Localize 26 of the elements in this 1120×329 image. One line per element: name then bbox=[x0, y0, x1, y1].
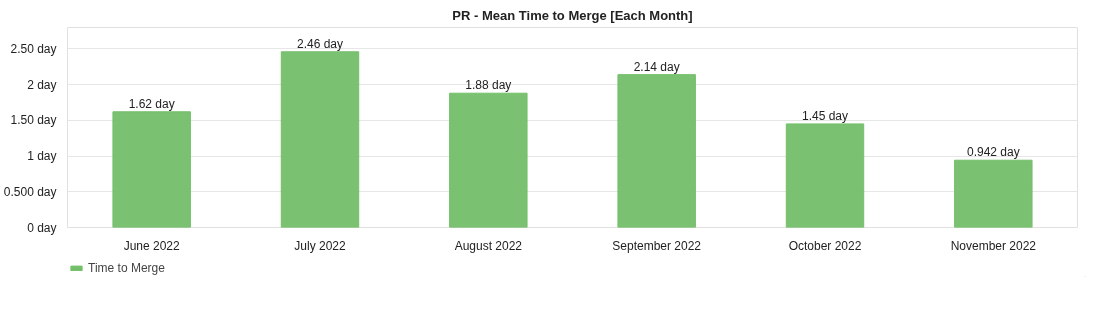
y-tick-label: 2.50 day bbox=[10, 41, 57, 56]
data-label: 1.88 day bbox=[465, 78, 512, 93]
x-tick-label: August 2022 bbox=[454, 238, 523, 253]
x-tick-label: July 2022 bbox=[294, 238, 347, 253]
bar bbox=[785, 123, 865, 228]
x-tick-label: June 2022 bbox=[123, 238, 181, 253]
bar bbox=[954, 159, 1033, 228]
x-tick-label: September 2022 bbox=[612, 238, 702, 253]
data-label: 2.14 day bbox=[633, 59, 680, 74]
x-tick-label: November 2022 bbox=[950, 238, 1037, 253]
y-tick-label: 0 day bbox=[27, 220, 57, 235]
chart-title: PR - Mean Time to Merge [Each Month] bbox=[452, 7, 693, 23]
data-label: 1.45 day bbox=[801, 108, 849, 123]
y-tick-label: 1 day bbox=[27, 149, 57, 164]
legend-label: Time to Merge bbox=[88, 261, 165, 275]
data-label: 1.62 day bbox=[128, 96, 175, 111]
bar bbox=[617, 74, 696, 228]
data-label: 0.942 day bbox=[966, 145, 1020, 160]
y-tick-label: 2 day bbox=[27, 77, 57, 92]
y-tick-label: 0.500 day bbox=[3, 184, 57, 199]
bar bbox=[112, 111, 191, 228]
x-tick-label: October 2022 bbox=[788, 238, 862, 253]
bar bbox=[449, 92, 528, 228]
y-tick-label: 1.50 day bbox=[10, 113, 57, 128]
data-label: 2.46 day bbox=[296, 36, 344, 51]
bar bbox=[280, 51, 360, 228]
